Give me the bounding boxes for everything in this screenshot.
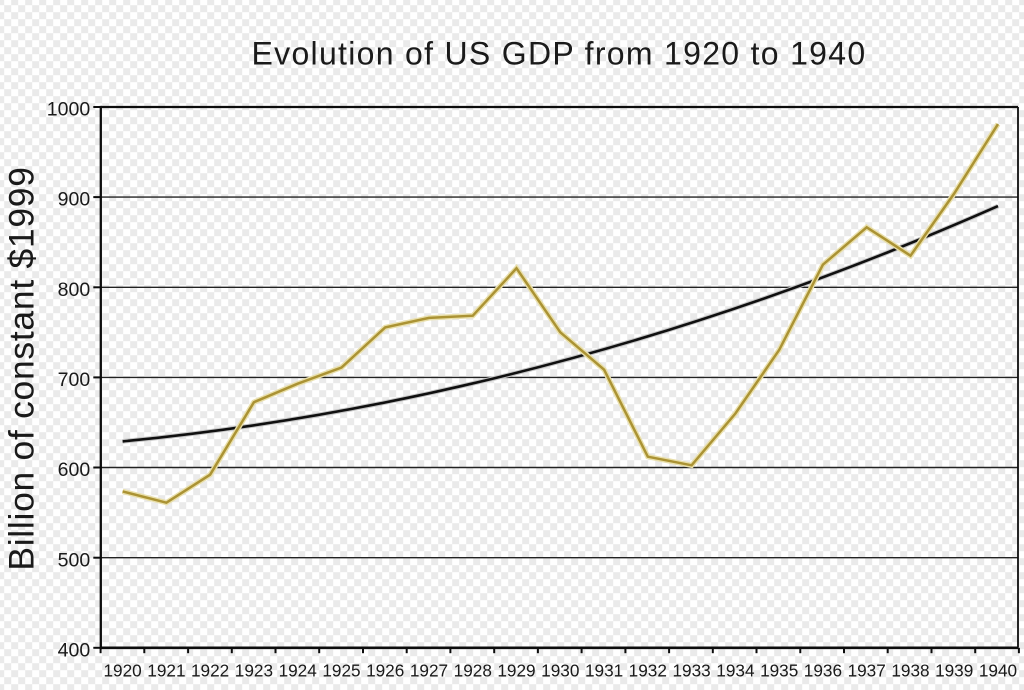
svg-text:1924: 1924: [279, 661, 318, 681]
svg-text:1935: 1935: [760, 661, 798, 681]
svg-text:1920: 1920: [103, 661, 141, 681]
svg-text:1933: 1933: [672, 661, 710, 681]
svg-text:1930: 1930: [541, 661, 579, 681]
svg-text:1936: 1936: [804, 661, 842, 681]
svg-text:1921: 1921: [147, 661, 185, 681]
svg-text:1922: 1922: [191, 661, 229, 681]
svg-text:1928: 1928: [454, 661, 492, 681]
svg-text:Evolution of US GDP from 1920: Evolution of US GDP from 1920 to 1940: [252, 35, 867, 71]
svg-text:1939: 1939: [935, 661, 973, 681]
svg-text:1000: 1000: [47, 99, 91, 121]
svg-text:800: 800: [58, 279, 91, 301]
svg-text:1925: 1925: [322, 661, 360, 681]
svg-text:1932: 1932: [629, 661, 667, 681]
svg-text:1931: 1931: [585, 661, 623, 681]
svg-text:700: 700: [58, 369, 91, 391]
svg-text:1929: 1929: [497, 661, 535, 681]
svg-text:1927: 1927: [410, 661, 448, 681]
svg-text:1926: 1926: [366, 661, 404, 681]
svg-text:600: 600: [58, 459, 91, 481]
svg-text:1940: 1940: [979, 661, 1017, 681]
svg-text:1937: 1937: [848, 661, 886, 681]
svg-text:Billion of constant $1999: Billion of constant $1999: [2, 166, 42, 570]
svg-text:1934: 1934: [716, 661, 755, 681]
svg-text:500: 500: [58, 549, 91, 571]
svg-text:900: 900: [58, 189, 91, 211]
svg-text:400: 400: [58, 639, 91, 661]
svg-text:1923: 1923: [235, 661, 273, 681]
svg-text:1938: 1938: [891, 661, 929, 681]
